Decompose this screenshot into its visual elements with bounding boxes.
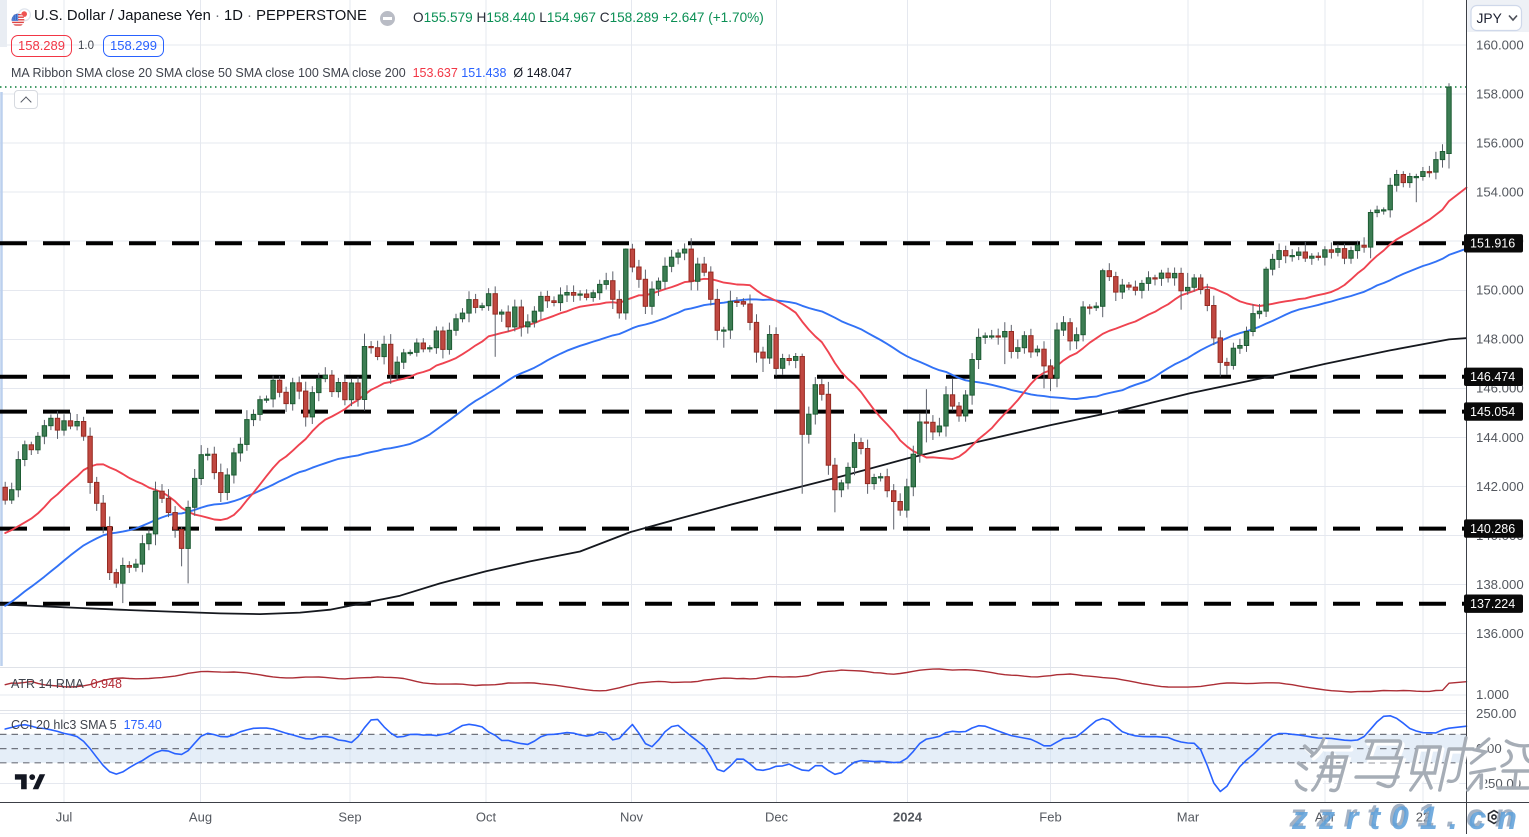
- svg-text:146.474: 146.474: [1470, 370, 1515, 384]
- svg-text:136.000: 136.000: [1476, 626, 1524, 641]
- svg-text:Feb: Feb: [1039, 810, 1061, 825]
- svg-text:Aug: Aug: [189, 810, 212, 825]
- svg-text:Dec: Dec: [765, 810, 789, 825]
- svg-text:144.000: 144.000: [1476, 430, 1524, 445]
- svg-text:Sep: Sep: [338, 810, 361, 825]
- svg-text:Mar: Mar: [1177, 810, 1200, 825]
- svg-text:160.000: 160.000: [1476, 37, 1524, 52]
- svg-text:142.000: 142.000: [1476, 479, 1524, 494]
- svg-text:JPY: JPY: [1477, 11, 1502, 26]
- svg-text:137.224: 137.224: [1470, 597, 1515, 611]
- svg-text:145.054: 145.054: [1470, 405, 1515, 419]
- svg-text:150.000: 150.000: [1476, 283, 1524, 298]
- svg-text:Oct: Oct: [476, 810, 497, 825]
- svg-text:22: 22: [1416, 810, 1430, 825]
- svg-text:154.000: 154.000: [1476, 185, 1524, 200]
- svg-text:156.000: 156.000: [1476, 135, 1524, 150]
- svg-text:151.916: 151.916: [1470, 237, 1515, 251]
- svg-text:138.000: 138.000: [1476, 577, 1524, 592]
- svg-text:250.00: 250.00: [1476, 706, 1516, 721]
- svg-text:1.000: 1.000: [1476, 687, 1509, 702]
- svg-text:140.286: 140.286: [1470, 522, 1515, 536]
- svg-text:148.000: 148.000: [1476, 332, 1524, 347]
- svg-text:Apr: Apr: [1315, 810, 1336, 825]
- svg-text:Nov: Nov: [620, 810, 644, 825]
- svg-text:Jul: Jul: [56, 810, 73, 825]
- svg-text:158.000: 158.000: [1476, 86, 1524, 101]
- svg-text:2024: 2024: [893, 810, 923, 825]
